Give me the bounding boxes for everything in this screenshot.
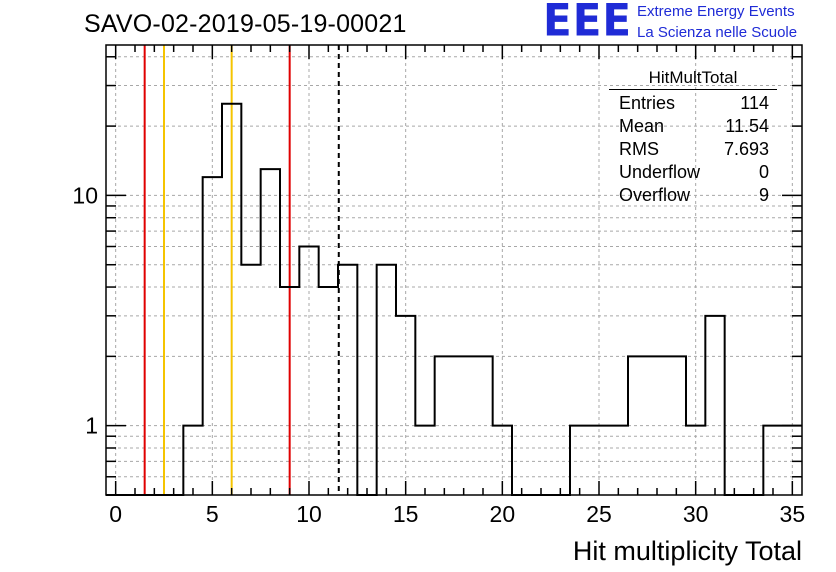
stats-box: HitMultTotal Entries 114 Mean 11.54 RMS 7.693… — [609, 68, 777, 207]
stats-value: 11.54 — [725, 116, 769, 136]
stats-row: Mean 11.54 — [609, 115, 777, 138]
stats-label: Mean — [619, 116, 665, 136]
x-tick-label: 10 — [296, 501, 322, 527]
plot-frame — [105, 44, 803, 496]
run-title: SAVO-02-2019-05-19-00021 — [84, 10, 407, 38]
stats-value: 114 — [740, 93, 769, 113]
stats-label: Entries — [619, 93, 676, 113]
x-axis-label: Hit multiplicity Total — [573, 536, 802, 566]
stats-row: RMS 7.693 — [609, 138, 777, 161]
histogram-bin — [338, 265, 357, 495]
histogram-bin — [319, 287, 338, 495]
x-tick-label: 35 — [780, 501, 806, 527]
x-tick-label: 20 — [490, 501, 516, 527]
stats-value: 0 — [758, 162, 769, 182]
y-tick-label: 1 — [85, 413, 98, 439]
histogram-bin — [241, 265, 260, 495]
y-tick-label: 10 — [72, 182, 98, 208]
logo-tagline-2: La Scienza nelle Scuole — [637, 24, 798, 41]
eee-logo: EEE — [543, 0, 633, 47]
stats-row: Underflow 0 — [609, 161, 777, 184]
histogram-bin — [705, 316, 724, 495]
histogram-outline — [106, 102, 802, 496]
x-tick-label: 15 — [393, 501, 419, 527]
histogram-bin — [473, 356, 492, 495]
logo-tagline-1: Extreme Energy Events — [637, 3, 795, 20]
x-tick-label: 0 — [109, 501, 122, 527]
x-tick-label: 30 — [683, 501, 709, 527]
stats-label: Underflow — [619, 162, 701, 182]
histogram-bin — [647, 356, 666, 495]
x-tick-label: 25 — [586, 501, 612, 527]
stats-label: RMS — [619, 139, 659, 159]
histogram-bin — [377, 265, 396, 495]
stats-value: 9 — [758, 185, 769, 205]
stats-label: Overflow — [619, 185, 691, 205]
tick-labels: 0 5 10 15 20 25 30 35 1 10 — [72, 182, 805, 527]
x-tick-label: 5 — [206, 501, 219, 527]
axis-ticks — [106, 45, 802, 495]
stats-value: 7.693 — [723, 139, 769, 159]
stats-title: HitMultTotal — [609, 68, 777, 90]
stats-row: Overflow 9 — [609, 184, 777, 207]
stats-row: Entries 114 — [609, 92, 777, 115]
